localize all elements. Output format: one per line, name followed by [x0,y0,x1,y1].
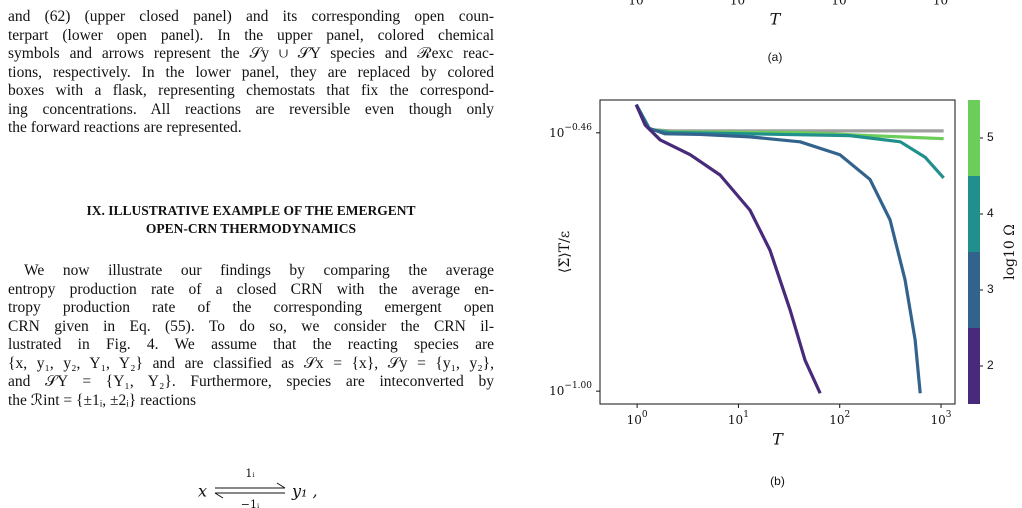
text-line: tions, respectively. In the lower panel,… [8,63,494,81]
section-heading: OPEN-CRN THERMODYNAMICS [145,221,357,236]
eq-arrow [276,482,286,489]
curve [634,104,822,394]
text-line: We now illustrate our findings by compar… [24,262,494,279]
x-axis-label: T [772,430,784,449]
colorbar-band [968,100,980,176]
colorbar-tick-label: 2 [987,358,994,372]
colorbar-band [968,176,980,252]
y-axis-label: ⟨Σ̇⟩T/ε [557,231,573,273]
x-tick-label: 102 [829,410,850,427]
eq-right: y₁ , [291,482,318,501]
curve [634,103,944,133]
caption: (b) [770,474,785,488]
text-line: CRN given in Eq. (55). To do so, we cons… [8,317,494,335]
text-line: boxes with a flask, representing chemost… [8,82,494,99]
eq-forward: 1ᵢ [245,467,255,480]
text-line: symbols and arrows represent the 𝒮y ∪ 𝒮Y… [8,45,494,62]
y-tick-label: 10−1.00 [549,381,592,398]
fig-a-xlabel: T [770,10,782,29]
colorbar-band [968,252,980,328]
text-line: terpart (lower open panel). In the upper… [8,26,494,44]
eq-arrow [214,492,224,499]
colorbar-tick-label: 5 [987,130,994,144]
text-line: entropy production rate of a closed CRN … [8,280,494,298]
colorbar-tick-label: 3 [987,282,994,296]
plot-frame [599,99,956,405]
text-line: the ℛint = {±1ᵢ, ±2ᵢ} reactions [8,391,197,409]
fig-a-tick-label: 10 [628,0,643,8]
text-line: {x, y₁, y₂, Y₁, Y₂} and are classified a… [8,354,494,372]
text-line: ing concentrations. All reactions are re… [8,100,494,118]
x-tick-label: 103 [931,410,952,427]
x-tick-label: 101 [728,410,749,427]
text-line: and (62) (upper closed panel) and its co… [8,8,494,25]
section-heading: IX. ILLUSTRATIVE EXAMPLE OF THE EMERGENT [86,203,416,218]
eq-backward: −1ᵢ [241,498,260,508]
text-line: lustrated in Fig. 4. We assume that the … [8,336,494,353]
fig-a-tick-label: 10 [933,0,948,8]
text-line: and 𝒮Y = {Y₁, Y₂}. Furthermore, species … [8,373,494,390]
eq-left: x [198,482,207,501]
curve [634,103,922,394]
fig-a-tick-label: 10 [730,0,745,8]
text-line: the forward reactions are represented. [8,119,242,136]
colorbar-band [968,328,980,404]
fig-a-caption: (a) [768,50,783,64]
colorbar-tick-label: 4 [987,206,994,220]
colorbar-label: log10 Ω [1002,224,1018,280]
fig-a-tick-label: 10 [831,0,846,8]
x-tick-label: 100 [627,410,648,427]
text-line: tropy production rate of the correspondi… [8,299,494,316]
y-tick-label: 10−0.46 [549,122,592,139]
